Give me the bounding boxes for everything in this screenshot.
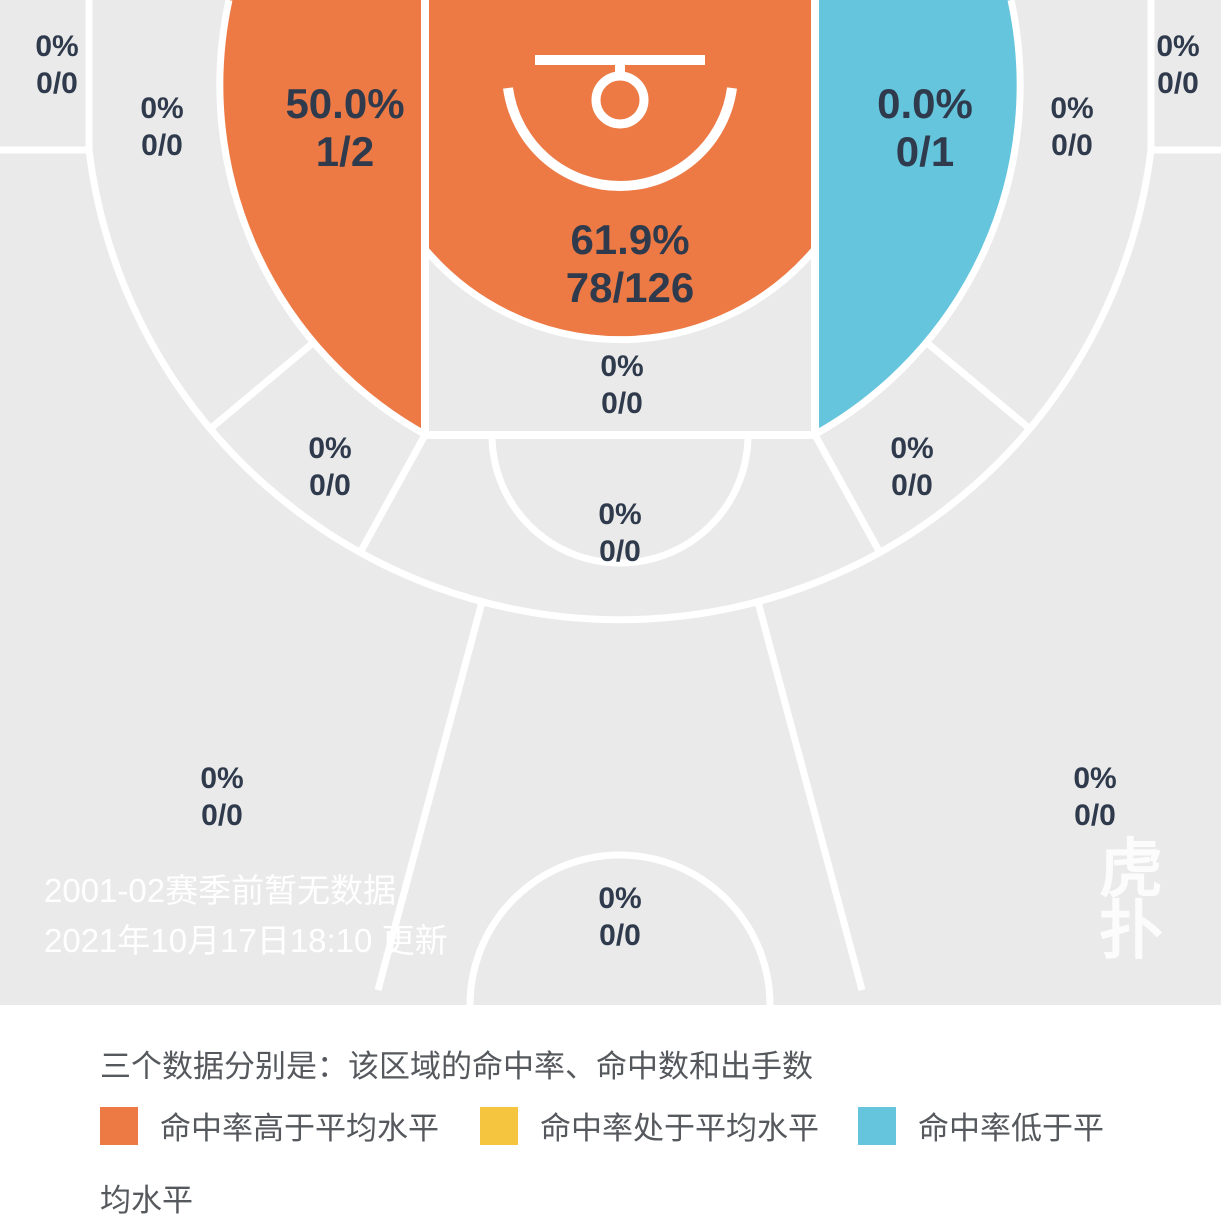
below-average-swatch xyxy=(858,1106,896,1145)
three-point-line xyxy=(85,0,1155,624)
inner-arc-left xyxy=(216,0,428,439)
right-midrange-divider xyxy=(923,339,1033,432)
half-court-circle xyxy=(466,851,774,1005)
legend-item-above-average: 命中率高于平均水平 xyxy=(100,1103,439,1148)
legend-label-overflow: 均水平 xyxy=(100,1183,193,1218)
paint-outline xyxy=(421,0,819,439)
zone-restricted-area-fill xyxy=(425,0,815,340)
legend-panel: 三个数据分别是：该区域的命中率、命中数和出手数 命中率高于平均水平 命中率处于平… xyxy=(0,1005,1221,1232)
restricted-arc-icon xyxy=(503,87,737,191)
zone-boundaries xyxy=(0,0,1221,1005)
left-midrange-divider xyxy=(207,339,317,432)
low-paint-arc xyxy=(422,246,818,344)
court-svg xyxy=(0,0,1221,1005)
free-throw-circle xyxy=(488,434,752,567)
legend-item-label: 命中率高于平均水平 xyxy=(160,1111,439,1146)
left-deep-three-divider xyxy=(374,601,486,991)
shot-chart: 0% 0/0 0% 0/0 50.0% 1/2 61.9% 78/126 0.0… xyxy=(0,0,1221,1005)
above-average-swatch xyxy=(100,1106,138,1145)
right-deep-three-divider xyxy=(754,601,866,991)
average-swatch xyxy=(480,1106,518,1145)
legend-description: 三个数据分别是：该区域的命中率、命中数和出手数 xyxy=(100,1049,813,1084)
left-paint-corner-divider xyxy=(357,433,429,553)
zone-right-block-fill xyxy=(814,0,1021,435)
zone-left-block-fill xyxy=(219,0,426,435)
legend-item-below-average: 命中率低于平 xyxy=(858,1103,1104,1148)
inner-arc-right xyxy=(812,0,1024,439)
legend-item-average: 命中率处于平均水平 xyxy=(480,1103,819,1148)
legend-item-label: 命中率低于平 xyxy=(918,1111,1104,1146)
right-paint-corner-divider xyxy=(811,433,883,553)
legend-item-label: 命中率处于平均水平 xyxy=(540,1111,819,1146)
rim-circle xyxy=(591,71,649,129)
basket-icon xyxy=(503,55,737,191)
